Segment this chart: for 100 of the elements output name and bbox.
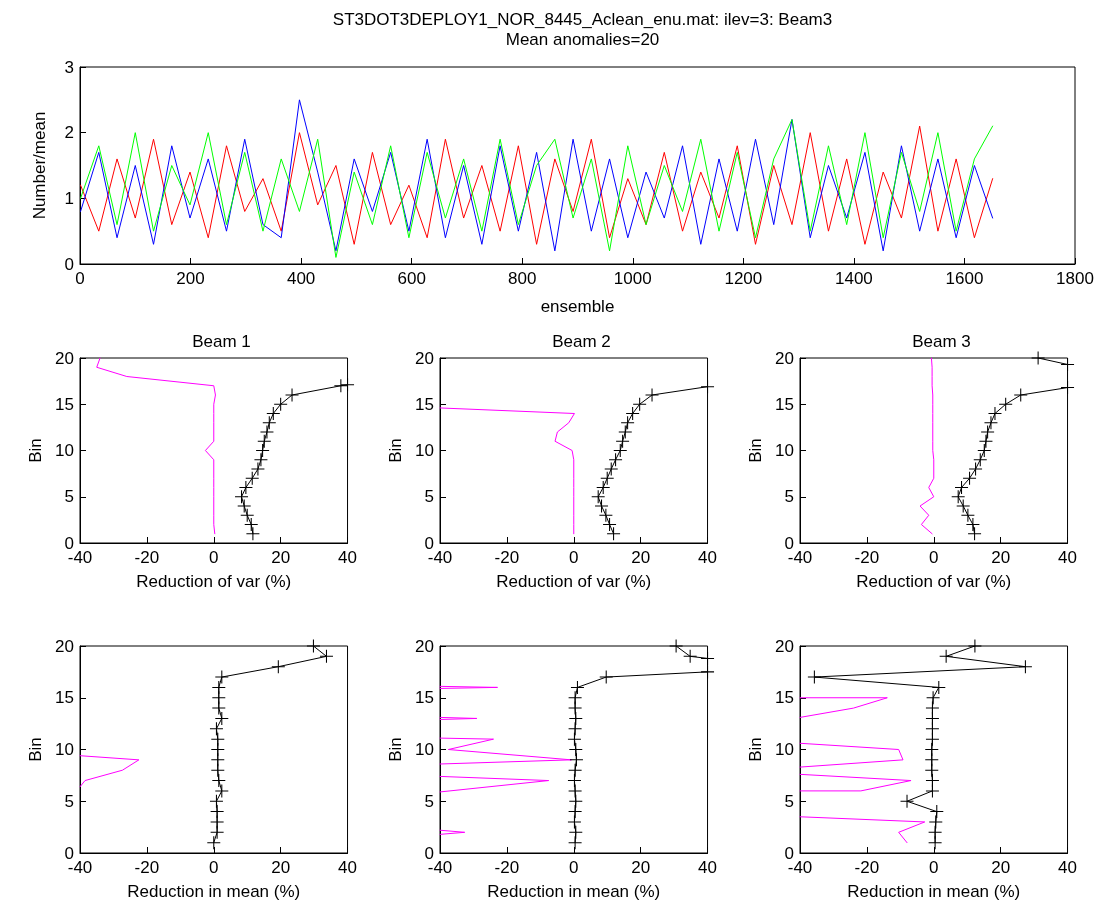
chart-title: Beam 3 [912, 332, 971, 351]
chart-title: ST3DOT3DEPLOY1_NOR_8445_Aclean_enu.mat: ilev=3: Beam3 [332, 10, 833, 29]
y-tick-label: 1 [64, 188, 74, 208]
y-axis-title: Bin [746, 438, 766, 463]
x-tick-label: 20 [631, 858, 651, 877]
point [1014, 388, 1028, 402]
point [603, 518, 617, 531]
point [285, 388, 299, 402]
point [568, 784, 582, 798]
y-tick-label: 20 [55, 636, 74, 656]
point [266, 407, 280, 420]
y-tick-label: 15 [55, 688, 74, 708]
point [256, 444, 270, 457]
point [251, 462, 265, 476]
point [599, 508, 613, 522]
point [215, 670, 229, 684]
y-tick-label: 10 [55, 740, 74, 759]
x-tick-label: 40 [1058, 548, 1078, 567]
point [633, 397, 647, 411]
point [209, 794, 223, 808]
point [701, 380, 715, 394]
x-tick-label: 0 [209, 548, 219, 567]
point [567, 774, 581, 788]
point [1031, 351, 1045, 365]
x-tick-label: 20 [271, 858, 291, 877]
point [596, 481, 610, 494]
x-tick-label: 40 [698, 858, 718, 877]
x-tick-label: 0 [209, 858, 219, 877]
x-tick-label: 400 [286, 269, 316, 288]
x-tick-label: 20 [271, 548, 291, 567]
point [567, 815, 581, 829]
point [599, 670, 613, 684]
point [930, 805, 944, 819]
point [616, 434, 630, 448]
x-tick-label: 1400 [834, 269, 873, 288]
point [925, 743, 939, 756]
x-tick-label: 1000 [613, 269, 652, 288]
y-tick-label: 5 [424, 487, 434, 507]
point [595, 499, 609, 513]
point [669, 639, 683, 653]
point [235, 490, 249, 504]
y-axis-title: Bin [386, 438, 406, 463]
point [1061, 381, 1075, 395]
point [254, 453, 268, 467]
point [979, 434, 993, 448]
x-tick-label: 20 [991, 548, 1011, 567]
y-tick-label: 0 [64, 254, 74, 274]
point [618, 425, 632, 439]
x-tick-label: 1600 [945, 269, 984, 288]
x-tick-label: 20 [991, 858, 1011, 877]
point [319, 649, 333, 663]
y-axis-title: Bin [746, 737, 766, 762]
point [999, 397, 1013, 411]
y-tick-label: 10 [55, 441, 74, 460]
point [977, 444, 991, 457]
point [568, 763, 582, 777]
point [591, 490, 605, 504]
point [262, 416, 276, 430]
point [306, 639, 320, 653]
point [244, 518, 258, 531]
point [240, 508, 254, 522]
x-tick-label: 40 [338, 858, 358, 877]
point [925, 701, 939, 715]
point [613, 444, 627, 457]
point [607, 527, 621, 541]
y-tick-label: 20 [775, 348, 794, 368]
point [271, 660, 285, 674]
point [257, 434, 271, 448]
y-tick-label: 5 [424, 791, 434, 811]
x-axis-title: Reduction of var (%) [856, 572, 1012, 591]
point [212, 680, 226, 694]
y-tick-label: 20 [55, 348, 74, 368]
x-axis-title: Reduction of var (%) [496, 572, 652, 591]
point [334, 379, 348, 393]
y-axis-title: Bin [26, 438, 46, 463]
x-axis-title: Reduction in mean (%) [847, 882, 1021, 901]
x-tick-label: 800 [508, 269, 537, 288]
line-series [79, 755, 140, 788]
point [600, 471, 614, 485]
y-tick-label: 15 [775, 394, 794, 414]
x-axis-title: ensemble [540, 297, 615, 316]
point [274, 397, 288, 411]
chart-title: Beam 2 [552, 332, 611, 351]
point [951, 490, 965, 504]
x-tick-label: 200 [176, 269, 205, 288]
point [968, 527, 982, 541]
point [246, 527, 260, 541]
y-axis-title: Number/mean [30, 111, 49, 220]
point [212, 774, 226, 788]
point [701, 651, 715, 665]
y-axis-title: Bin [386, 737, 406, 762]
y-tick-label: 3 [64, 57, 74, 77]
point [701, 665, 715, 679]
point [621, 416, 635, 430]
x-axis-title: Reduction in mean (%) [487, 882, 661, 901]
point [900, 794, 914, 808]
x-tick-label: 0 [569, 858, 579, 877]
y-tick-label: 2 [64, 123, 74, 143]
x-tick-label: 20 [631, 548, 651, 567]
point [569, 753, 583, 767]
